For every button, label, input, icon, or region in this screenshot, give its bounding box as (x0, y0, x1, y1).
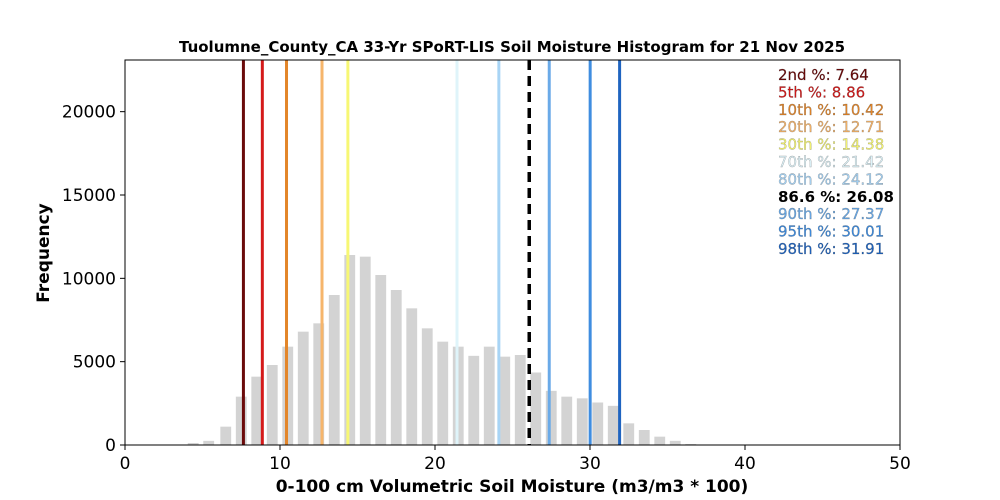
legend-entry: 20th %: 12.71 (778, 118, 884, 136)
legend-entry: 70th %: 21.42 (778, 153, 884, 171)
histogram-bar (592, 402, 604, 445)
histogram-bar (561, 396, 573, 445)
histogram-bar (313, 323, 325, 445)
histogram-bar (421, 328, 433, 445)
x-tick-label: 40 (734, 454, 756, 474)
histogram-bar (545, 390, 557, 445)
histogram-bar (390, 290, 402, 445)
y-tick-label: 15000 (62, 186, 116, 206)
histogram-bar (499, 356, 511, 445)
histogram-bar (266, 365, 278, 445)
legend-entry: 90th %: 27.37 (778, 205, 884, 223)
percentile-lines (241, 60, 622, 445)
chart-title: Tuolumne_County_CA 33-Yr SPoRT-LIS Soil … (179, 38, 845, 56)
histogram-bar (530, 372, 542, 445)
histogram-bar (669, 440, 681, 445)
histogram-bars (172, 255, 697, 445)
histogram-bar (187, 443, 199, 445)
y-axis-label: Frequency (34, 203, 54, 303)
histogram-bar (638, 430, 650, 445)
x-tick-label: 20 (424, 454, 446, 474)
legend-entry: 10th %: 10.42 (778, 101, 884, 119)
histogram-bar (623, 423, 635, 445)
histogram-bar (483, 346, 495, 445)
histogram-bar (251, 376, 263, 445)
legend-entry: 30th %: 14.38 (778, 136, 884, 154)
histogram-bar (344, 255, 356, 445)
histogram-bar (375, 275, 387, 445)
histogram-bar (468, 355, 480, 445)
x-tick-label: 10 (269, 454, 291, 474)
legend-entry: 95th %: 30.01 (778, 223, 884, 241)
histogram-bar (437, 341, 449, 445)
y-tick-label: 5000 (73, 353, 116, 373)
histogram-bar (514, 355, 526, 445)
x-axis: 0 10 20 30 40 50 (120, 445, 911, 474)
histogram-bar (654, 436, 666, 445)
histogram-bar (220, 426, 232, 445)
histogram-bar (235, 396, 247, 445)
plot-area-frame (124, 59, 901, 446)
x-tick-label: 0 (120, 454, 131, 474)
legend-entry: 86.6 %: 26.08 (778, 188, 894, 206)
x-tick-label: 50 (889, 454, 911, 474)
x-axis-label: 0-100 cm Volumetric Soil Moisture (m3/m3… (276, 477, 749, 497)
y-tick-label: 20000 (62, 103, 116, 123)
y-axis: 0 5000 10000 15000 20000 (62, 103, 125, 456)
histogram-bar (328, 295, 340, 445)
y-tick-label: 0 (105, 436, 116, 456)
legend-entry: 2nd %: 7.64 (778, 66, 869, 84)
legend-entry: 80th %: 24.12 (778, 170, 884, 188)
y-tick-label: 10000 (62, 269, 116, 289)
histogram-bar (406, 308, 418, 445)
histogram-bar (203, 440, 215, 445)
legend-entry: 98th %: 31.91 (778, 240, 884, 258)
x-tick-label: 30 (579, 454, 601, 474)
histogram-bar (359, 256, 371, 445)
histogram-bar (576, 398, 588, 445)
histogram-bar (607, 405, 619, 445)
legend-entry: 5th %: 8.86 (778, 83, 865, 101)
histogram-bar (297, 331, 309, 445)
